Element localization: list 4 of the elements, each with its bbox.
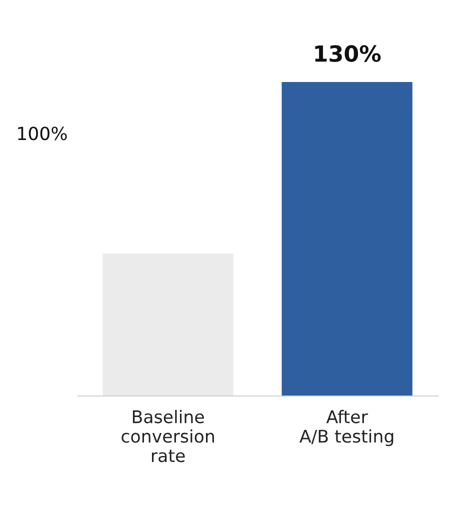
x-tick-label: Baseline conversion rate bbox=[122, 410, 214, 462]
x-tick-label: After A/B testing bbox=[300, 410, 394, 446]
data-label: 130% bbox=[315, 45, 381, 62]
text: 100% bbox=[18, 126, 67, 140]
